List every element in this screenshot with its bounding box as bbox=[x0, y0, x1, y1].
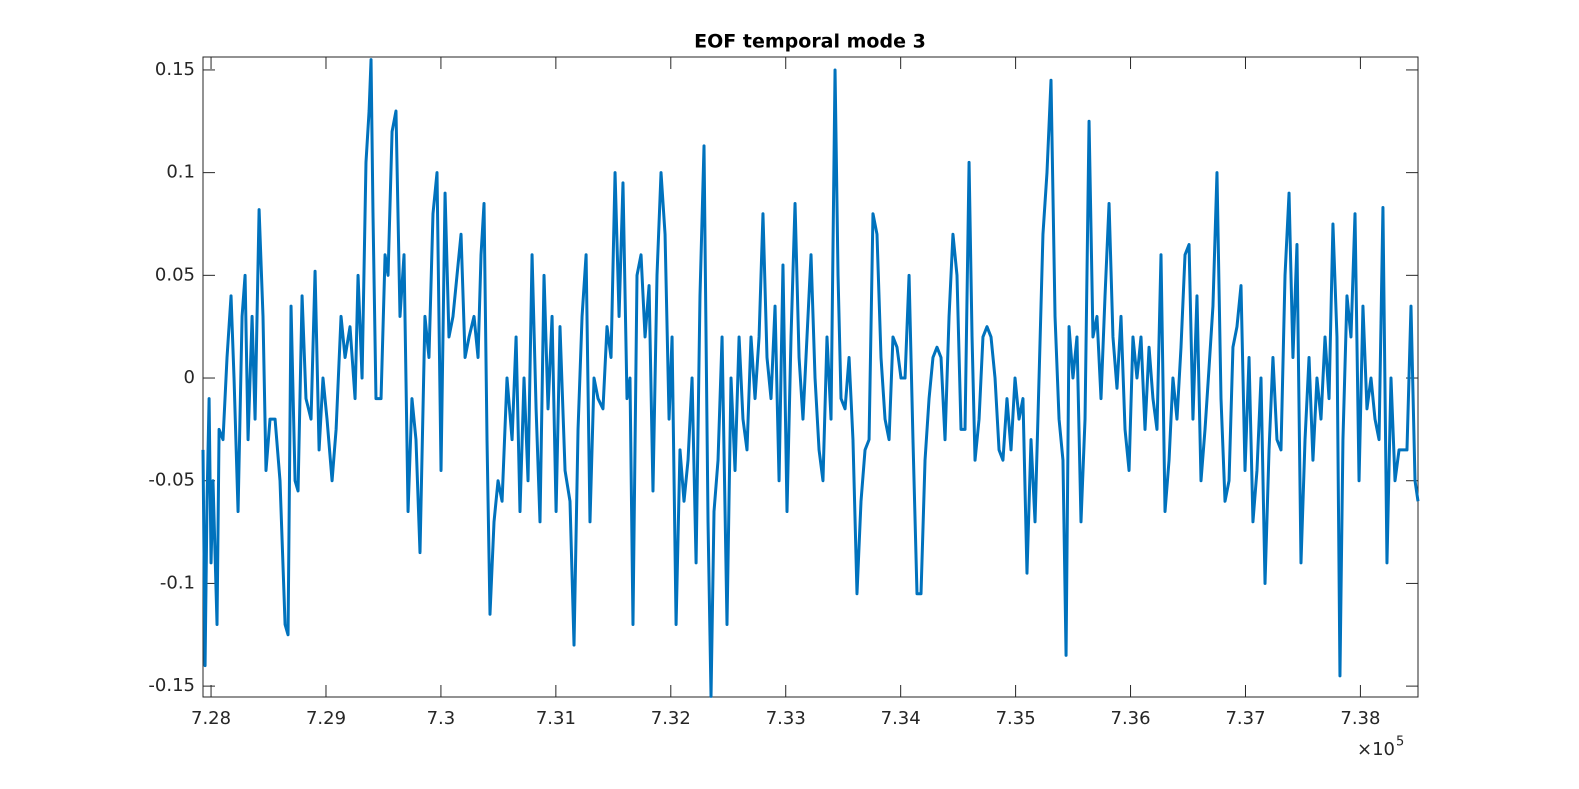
plot-frame bbox=[202, 56, 1419, 698]
x-tick-label: 7.33 bbox=[766, 708, 806, 729]
x-tick-label: 7.32 bbox=[651, 708, 691, 729]
x-tick-label: 7.3 bbox=[427, 708, 456, 729]
x-tick-label: 7.35 bbox=[996, 708, 1036, 729]
x-tick-label: 7.37 bbox=[1225, 708, 1265, 729]
y-tick-label: -0.15 bbox=[148, 675, 195, 696]
y-tick-label: -0.1 bbox=[160, 572, 195, 593]
x-tick-label: 7.38 bbox=[1340, 708, 1380, 729]
x-tick-label: 7.36 bbox=[1111, 708, 1151, 729]
x-tick-label: 7.34 bbox=[881, 708, 921, 729]
y-tick-label: 0.05 bbox=[155, 264, 195, 285]
x-exponent-power: 5 bbox=[1396, 735, 1404, 750]
x-tick-label: 7.31 bbox=[536, 708, 576, 729]
y-tick-label: 0.15 bbox=[155, 59, 195, 80]
data-line bbox=[201, 58, 1420, 698]
y-tick-label: 0.1 bbox=[166, 162, 195, 183]
y-tick-label: 0 bbox=[184, 367, 195, 388]
y-tick-label: -0.05 bbox=[148, 470, 195, 491]
chart-title: EOF temporal mode 3 bbox=[694, 31, 926, 53]
x-tick-label: 7.29 bbox=[306, 708, 346, 729]
x-tick-label: 7.28 bbox=[191, 708, 231, 729]
x-exponent-base: ×10 bbox=[1357, 739, 1395, 760]
